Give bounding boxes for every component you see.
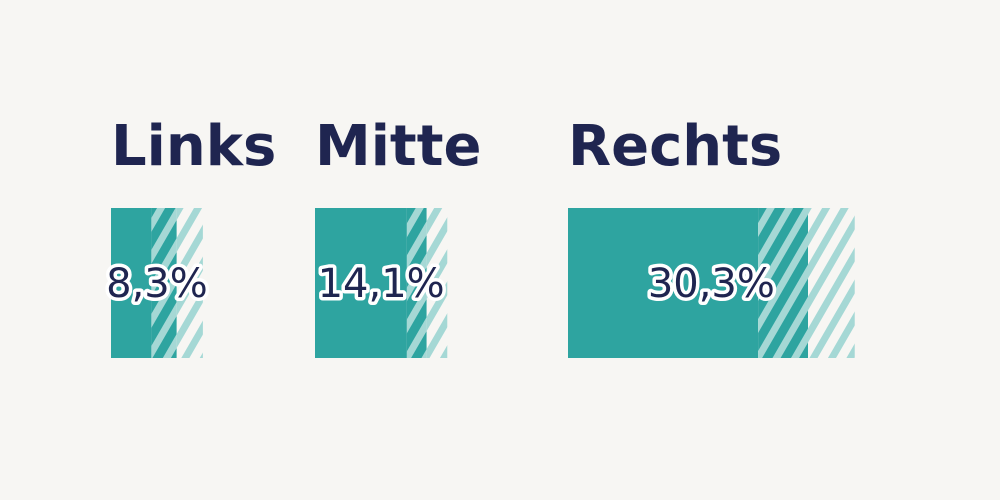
labels-layer: Links 8,3% Mitte 14,1% Rechts 30,3%: [103, 114, 783, 311]
bar-rechts-lower-hatch: [758, 208, 808, 358]
category-label-rechts: Rechts: [568, 114, 782, 179]
bar-links-upper-hatch: [176, 208, 203, 358]
value-label-rechts: 30,3%: [648, 261, 775, 307]
bar-links-lower-hatch: [151, 208, 177, 358]
category-label-mitte: Mitte: [315, 114, 481, 179]
value-label-mitte: 14,1%: [318, 261, 445, 307]
bar-rechts: [568, 208, 759, 358]
bar-mitte-lower-hatch: [406, 208, 427, 358]
value-label-links: 8,3%: [106, 261, 208, 307]
bar-rechts-upper-hatch: [808, 208, 855, 358]
bar-links: [111, 208, 152, 358]
bar-mitte: [315, 208, 407, 358]
bars-layer: [111, 208, 855, 358]
category-label-links: Links: [111, 114, 276, 179]
bar-mitte-upper-hatch: [426, 208, 448, 358]
